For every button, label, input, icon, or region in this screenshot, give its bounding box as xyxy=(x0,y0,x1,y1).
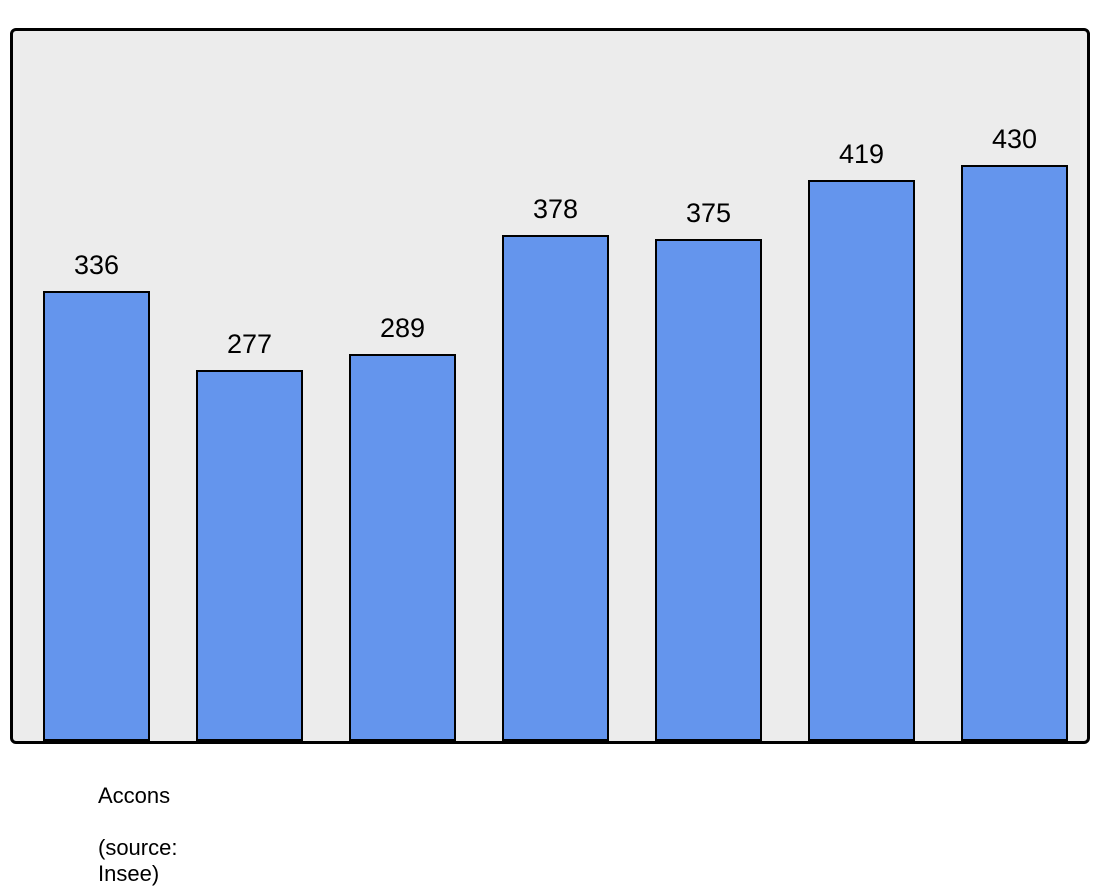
bar xyxy=(655,239,762,741)
plot-area: 336 277289 378375419430 xyxy=(10,28,1090,744)
bar-value-label: 430 xyxy=(941,124,1088,155)
bar-value-label: 378 xyxy=(482,194,629,225)
bar-value-label: 336 xyxy=(23,250,170,281)
bar-value-label: 419 xyxy=(788,139,935,170)
bar-value-label: 277 xyxy=(176,329,323,360)
bar xyxy=(196,370,303,741)
bar xyxy=(808,180,915,741)
bar xyxy=(349,354,456,741)
bar-value-label: 289 xyxy=(329,313,476,344)
bar xyxy=(961,165,1068,741)
bar-value-label: 375 xyxy=(635,198,782,229)
caption-suffix: (source: Insee) xyxy=(98,835,177,886)
chart-caption: Accons (source: Insee) xyxy=(98,783,177,887)
bar xyxy=(43,291,150,741)
bar xyxy=(502,235,609,741)
caption-prefix: Accons xyxy=(98,783,170,808)
